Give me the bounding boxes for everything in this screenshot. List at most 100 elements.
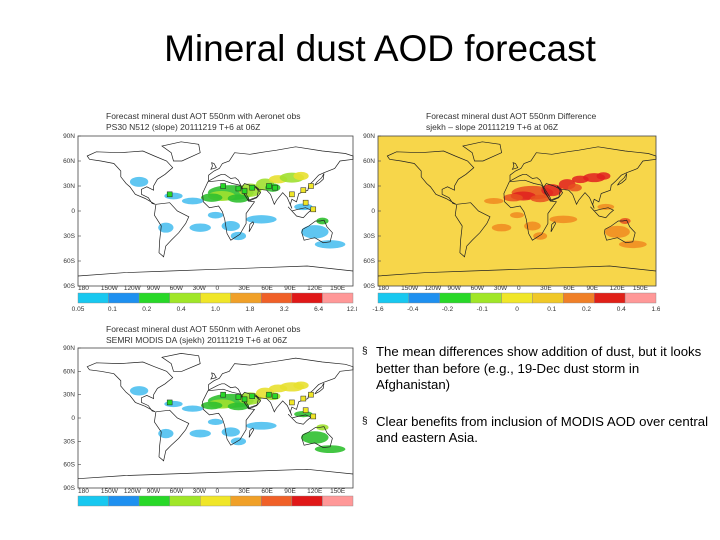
colorbar-label: 0.4 [177,306,186,313]
longitude-label: 120E [307,285,323,292]
bullet-text: The mean differences show addition of du… [376,344,702,392]
difference-patch [549,215,578,224]
latitude-label: 30N [363,183,375,190]
dust-patch [227,194,250,203]
difference-patch [484,198,504,204]
coastline [161,141,201,162]
aeronet-station-marker [310,413,317,420]
latitude-label: 60N [63,158,75,165]
longitude-label: 0 [517,285,521,292]
latitude-label: 30S [363,233,375,240]
aeronet-station-marker [300,395,307,402]
dust-patch [227,402,250,411]
coastline [511,162,519,170]
colorbar-label: 0.2 [582,306,591,313]
aeronet-station-marker [289,399,295,406]
longitude-label: 90W [448,285,462,292]
dust-patch [221,221,240,231]
dust-patch [189,429,211,438]
latitude-label: 90N [63,133,75,140]
world-map-dust-difference: 90N 60N 30N 0 30S 60S 90S [363,133,657,290]
aeronet-station-marker [308,183,314,189]
longitude-label: 120W [424,285,442,292]
longitude-label: 180 [78,285,89,292]
longitude-label: 150W [101,488,119,495]
colorbar-swatch [532,292,564,304]
map-panel-forecast-ps30: Forecast mineral dust AOT 550nm with Aer… [62,108,357,320]
colorbar-label: -1.6 [372,306,384,313]
colorbar-label: 0 [515,306,519,313]
longitude-label: 150W [401,285,419,292]
panel-title-line1: Forecast mineral dust AOT 550nm with Aer… [106,324,301,334]
panel-title-line1: Forecast mineral dust AOT 550nm with Aer… [106,111,301,121]
aeronet-station-marker [302,199,309,206]
bullet-list: § The mean differences show addition of … [362,344,712,467]
map-frame [77,347,354,489]
colorbar-swatch [261,495,293,507]
aeronet-station-marker [266,391,272,398]
colorbar-label: 6.4 [314,306,323,313]
coastline [314,382,325,395]
coastline [590,206,615,219]
longitude-label: 180 [78,488,89,495]
map-frame [377,135,657,287]
colorbar-label: -0.4 [407,306,419,313]
longitude-label: 150W [101,285,119,292]
colorbar-label: 12.8 [347,306,357,313]
latitude-label: 60S [63,258,75,265]
colorbar-label: 0.1 [547,306,556,313]
coastline [202,179,256,241]
colorbar-swatch [470,292,502,304]
colorbar-swatch [408,292,440,304]
difference-patch [604,225,630,238]
latitude-label: 0 [371,208,375,215]
longitude-label: 30E [238,285,250,292]
longitude-label: 60W [170,488,184,495]
aeronet-station-marker [166,399,173,406]
aeronet-station-marker [302,407,309,413]
aeronet-station-marker [300,187,307,193]
aeronet-station-marker [220,391,226,398]
colorbar-label: 3.2 [280,306,289,313]
latitude-label: 60S [63,462,75,469]
world-map-dust-aot-modis: 90N 60N 30N 0 30S 60S 90S [63,345,354,492]
coastline [154,202,190,258]
colorbar-label: 1.8 [245,306,254,313]
colorbar-swatch [108,495,140,507]
longitude-label: 60W [170,285,184,292]
aeronet-station-marker [166,191,173,198]
aeronet-station-marker [241,188,248,194]
longitude-label: 90W [147,488,161,495]
dust-patch [200,193,223,202]
aeronet-station-marker [235,185,242,192]
panel-svg: Forecast mineral dust AOT 550nm with Aer… [63,111,357,313]
latitude-label: 0 [71,208,75,215]
dust-patch [189,223,211,232]
dust-patch [181,197,204,205]
longitude-label: 90E [284,488,296,495]
dust-patch [246,215,277,224]
colorbar-swatch [322,495,354,507]
dust-patch [301,431,329,444]
coastline [248,427,255,438]
difference-patch [503,193,523,202]
difference-patch [530,194,550,203]
longitude-label: 120E [307,488,323,495]
latitude-label: 30S [63,438,75,445]
colorbar-swatch [261,292,293,304]
latitude-label: 30N [63,183,75,190]
longitude-label: 60E [261,488,273,495]
coastline [77,265,354,277]
coastline [86,361,174,413]
coastline [301,426,333,448]
longitude-label: 60E [563,285,575,292]
panel-svg: Forecast mineral dust AOT 550nm with Aer… [63,324,354,507]
latitude-label: 90N [363,133,375,140]
aeronet-station-marker [308,391,314,398]
coastline [462,141,502,162]
coastline [210,372,217,380]
colorbar-label: -0.1 [477,306,489,313]
aeronet-station-marker [249,393,255,399]
colorbar: 180 150W 120W 90W 60W 30W 0 30E 60E 90E 120E 150E [77,488,354,507]
difference-patch [567,183,582,192]
